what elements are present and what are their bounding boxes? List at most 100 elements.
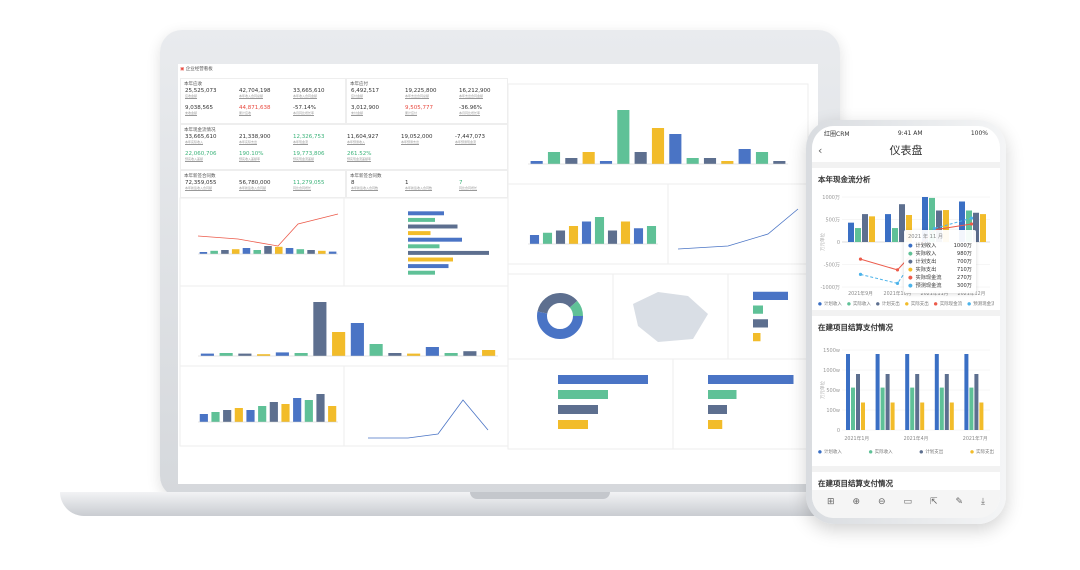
kpi-item[interactable]: 22,060,706 预实收入差额 bbox=[185, 151, 217, 161]
legend-item[interactable]: 计划收入 bbox=[818, 449, 842, 455]
mini-hbar bbox=[408, 257, 453, 262]
tooltip-label: 预测现金流 bbox=[908, 282, 942, 290]
legend-item[interactable]: 实际支出 bbox=[905, 301, 929, 307]
bar-计划收入 bbox=[848, 222, 854, 242]
kpi-value: 3,012,900 bbox=[351, 105, 379, 111]
kpi-item[interactable]: 25,525,073 应收金额 bbox=[185, 88, 217, 98]
bar-实际收入 bbox=[969, 387, 974, 430]
mini-bar bbox=[721, 161, 734, 164]
mini-bar bbox=[281, 404, 290, 422]
kpi-item[interactable]: -7,447,073 本年预测现金流 bbox=[455, 134, 485, 144]
kpi-item[interactable]: -36.96% 本月同比增长率 bbox=[459, 105, 482, 115]
mini-bar bbox=[285, 248, 294, 254]
bar-计划收入 bbox=[934, 354, 939, 430]
settlement-card: 在建项目结算支付情况 1500w 1000w 500w 100w 0 2021年1月 202… bbox=[812, 316, 1000, 466]
kpi-item[interactable]: 44,871,638 累计应收 bbox=[239, 105, 271, 115]
download-icon[interactable]: ⤓ bbox=[980, 497, 985, 507]
legend-item[interactable]: 实际收入 bbox=[869, 449, 893, 455]
legend-item[interactable]: 计划支出 bbox=[876, 301, 900, 307]
kpi-item[interactable]: 8 本年新签收入合同数 bbox=[351, 180, 378, 190]
kpi-value: 19,773,806 bbox=[293, 151, 325, 157]
kpi-item[interactable]: 16,212,900 本年支出合同金额 bbox=[459, 88, 491, 98]
mini-charts bbox=[179, 83, 809, 450]
kpi-item[interactable]: 19,773,806 预实现金流差额 bbox=[293, 151, 325, 161]
kpi-item[interactable]: 1 本年新签收入合同数 bbox=[405, 180, 432, 190]
kpi-value: 44,871,638 bbox=[239, 105, 271, 111]
mini-bar bbox=[634, 152, 647, 164]
mini-bar bbox=[296, 249, 305, 254]
kpi-item[interactable]: 42,704,198 本年收入合同总额 bbox=[239, 88, 271, 98]
legend-item[interactable]: 实际现金流 bbox=[934, 301, 963, 307]
kpi-item[interactable]: 9,505,777 累计应付 bbox=[405, 105, 433, 115]
y-axis-label: 万元单位 bbox=[819, 381, 826, 399]
kpi-label: 本年新签收入合同额 bbox=[185, 186, 213, 190]
mini-hbar bbox=[408, 250, 489, 255]
kpi-item[interactable]: 11,604,927 本年预测收入 bbox=[347, 134, 379, 144]
kpi-item[interactable]: 11,279,055 同比合同增长 bbox=[293, 180, 325, 190]
kpi-item[interactable]: 261.52% 预实现金流差额率 bbox=[347, 151, 371, 161]
kpi-item[interactable]: 72,359,055 本年新签收入合同额 bbox=[185, 180, 217, 190]
kpi-item[interactable]: 7 同比合同增长 bbox=[459, 180, 477, 190]
mini-bar bbox=[542, 232, 553, 244]
mini-bar bbox=[350, 323, 364, 356]
zoom-out-icon[interactable]: ⊖ bbox=[877, 497, 886, 507]
x-tick-label: 2021年4月 bbox=[904, 435, 929, 442]
bar-计划收入 bbox=[959, 201, 965, 242]
kpi-label: 本年实际收入 bbox=[185, 140, 204, 144]
mini-bar bbox=[318, 250, 326, 254]
legend-item[interactable]: 计划支出 bbox=[919, 449, 943, 455]
mini-bar bbox=[316, 394, 325, 422]
fit-icon[interactable]: ▭ bbox=[903, 497, 912, 507]
bar-实际收入 bbox=[929, 197, 935, 242]
mini-line bbox=[677, 208, 799, 250]
tooltip-label: 实际支出 bbox=[908, 266, 937, 274]
bar-实际支出 bbox=[980, 214, 986, 242]
kpi-item[interactable]: 3,012,900 未付金额 bbox=[351, 105, 379, 115]
point-实际现金流 bbox=[895, 268, 900, 272]
bar-实际支出 bbox=[906, 215, 912, 242]
cashflow-legend[interactable]: 计划收入实际收入计划支出实际支出实际现金流预测现金流 bbox=[818, 301, 994, 307]
kpi-item[interactable]: 19,052,000 本年预测支出 bbox=[401, 134, 433, 144]
kpi-item[interactable]: -57.14% 本月同比增长率 bbox=[293, 105, 316, 115]
kpi-label: 未收金额 bbox=[185, 111, 198, 115]
mini-bar bbox=[269, 402, 278, 422]
edit-icon[interactable]: ✎ bbox=[955, 497, 963, 507]
kpi-item[interactable]: 21,338,900 本年实际支出 bbox=[239, 134, 271, 144]
grid-icon[interactable]: ⊞ bbox=[826, 497, 835, 507]
kpi-label: 预实现金流差额率 bbox=[347, 157, 372, 161]
legend-item[interactable]: 实际收入 bbox=[847, 301, 871, 307]
kpi-value: 19,052,000 bbox=[401, 134, 433, 140]
chart-panel bbox=[179, 197, 345, 287]
kpi-item[interactable]: 190.10% 预实收入差额率 bbox=[239, 151, 263, 161]
mini-bar bbox=[275, 246, 283, 254]
kpi-item[interactable]: 12,326,753 本年现金流 bbox=[293, 134, 325, 144]
kpi-label: 累计应付 bbox=[405, 111, 418, 115]
mini-hbar bbox=[408, 217, 435, 222]
kpi-item[interactable]: 56,780,000 本年新签收入合同额 bbox=[239, 180, 271, 190]
bar-实际支出 bbox=[979, 402, 984, 430]
back-icon[interactable]: ‹ bbox=[818, 144, 823, 157]
share-icon[interactable]: ⇱ bbox=[929, 497, 938, 507]
zoom-in-icon[interactable]: ⊕ bbox=[852, 497, 861, 507]
bar-计划收入 bbox=[922, 197, 928, 242]
kpi-item[interactable]: 19,225,800 本年支出合同总额 bbox=[405, 88, 437, 98]
legend-item[interactable]: 计划收入 bbox=[818, 301, 842, 307]
mini-bar bbox=[530, 161, 543, 164]
kpi-item[interactable]: 33,665,610 本年收入合同金额 bbox=[293, 88, 325, 98]
settlement-chart[interactable]: 1500w 1000w 500w 100w 0 2021年1月 2021年4月 2021年7月… bbox=[818, 335, 994, 445]
mini-hbar bbox=[558, 375, 648, 384]
kpi-label: 本年新签收入合同数 bbox=[351, 186, 379, 190]
bar-计划支出 bbox=[885, 374, 890, 430]
kpi-label: 未付金额 bbox=[351, 111, 364, 115]
contract-in-panel: 本年新签合同数 72,359,055 本年新签收入合同额 56,780,000 本年新签… bbox=[180, 170, 346, 198]
kpi-item[interactable]: 9,038,565 未收金额 bbox=[185, 105, 213, 115]
settlement-legend[interactable]: 计划收入 实际收入 计划支出 实际支出 bbox=[818, 449, 994, 455]
mini-bar bbox=[565, 158, 578, 164]
carrier: 红圈CRM bbox=[824, 130, 850, 138]
legend-item[interactable]: 预测现金流 bbox=[967, 301, 994, 307]
kpi-item[interactable]: 6,492,517 应付金额 bbox=[351, 88, 379, 98]
mini-bar bbox=[369, 344, 383, 356]
legend-item[interactable]: 实际支出 bbox=[970, 449, 994, 455]
tooltip-value: 300万 bbox=[956, 283, 972, 289]
kpi-item[interactable]: 33,665,610 本年实际收入 bbox=[185, 134, 217, 144]
